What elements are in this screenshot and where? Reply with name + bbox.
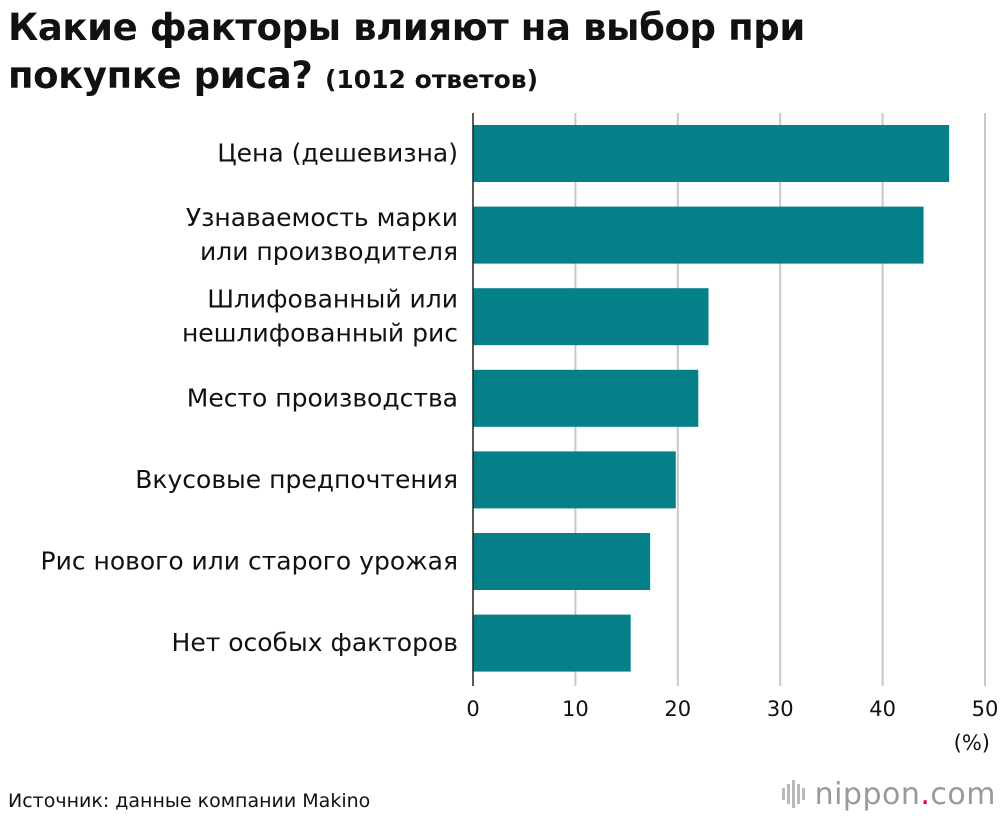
x-tick-label: 0 <box>466 697 479 721</box>
brand-tld: com <box>930 776 996 812</box>
bar <box>473 206 924 264</box>
bar <box>473 369 699 427</box>
chart-title-main: Какие факторы влияют на выбор при покупк… <box>8 6 805 97</box>
brand-dot: . <box>920 776 931 812</box>
bar <box>473 125 950 182</box>
category-label: Цена (дешевизна) <box>217 139 458 168</box>
bar <box>473 533 651 590</box>
category-label: Шлифованный или <box>207 285 458 314</box>
x-tick-label: 40 <box>869 697 896 721</box>
x-axis-ticks: 0 10 20 30 40 50 <box>466 697 998 721</box>
category-label: Узнаваемость марки <box>186 203 458 232</box>
bar <box>473 614 631 672</box>
source-note: Источник: данные компании Makino <box>8 790 371 812</box>
category-label: нешлифованный рис <box>182 319 458 348</box>
category-label: Рис нового или старого урожая <box>41 547 459 576</box>
category-label: Нет особых факторов <box>172 628 458 657</box>
category-label: Место производства <box>187 383 458 412</box>
brand-name: nippon <box>814 776 921 812</box>
brand-logo: nippon.com <box>781 774 996 814</box>
bar <box>473 451 676 509</box>
category-label: или производителя <box>200 237 458 266</box>
brand-wordmark: nippon.com <box>815 777 996 812</box>
x-tick-label: 50 <box>972 697 999 721</box>
nippon-bars-icon <box>781 780 807 808</box>
bar <box>473 288 709 346</box>
category-label: Вкусовые предпочтения <box>135 465 458 494</box>
x-tick-label: 10 <box>562 697 589 721</box>
bars <box>473 125 950 672</box>
chart-title: Какие факторы влияют на выбор при покупк… <box>8 4 988 104</box>
x-tick-label: 30 <box>767 697 794 721</box>
chart-title-sub: (1012 ответов) <box>324 65 538 94</box>
x-axis-unit: (%) <box>954 731 990 755</box>
category-labels: Цена (дешевизна) Узнаваемость марки или пр… <box>41 139 459 658</box>
x-tick-label: 20 <box>664 697 691 721</box>
